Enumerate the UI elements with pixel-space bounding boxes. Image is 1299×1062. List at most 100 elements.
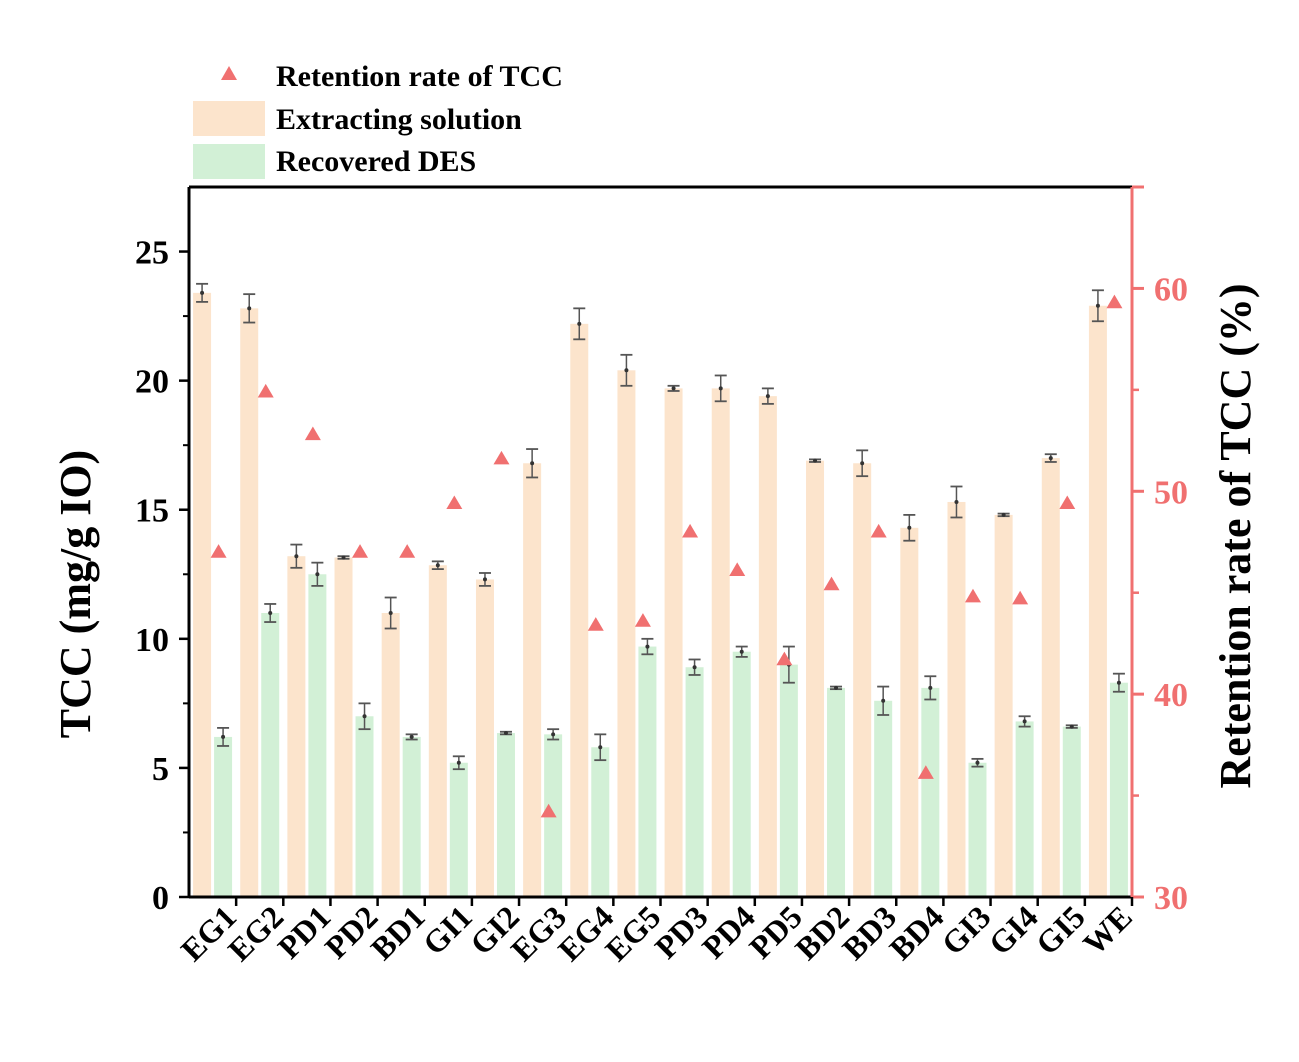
retention-point	[257, 383, 274, 398]
extracting-bar	[664, 388, 683, 897]
mean-dot	[813, 458, 818, 463]
mean-dot	[362, 714, 367, 719]
recovered-bar	[685, 667, 704, 897]
mean-dot	[645, 644, 650, 649]
legend: Retention rate of TCC Extracting solution…	[193, 60, 563, 179]
extracting-errorbar	[478, 572, 491, 587]
extracting-bar	[381, 613, 400, 897]
extracting-bar	[334, 557, 353, 897]
recovered-bar	[638, 646, 657, 897]
recovered-errorbar	[735, 645, 748, 658]
retention-point	[870, 523, 887, 538]
extracting-bar	[523, 463, 542, 897]
recovered-errorbar	[1018, 715, 1031, 728]
y-axis-title: TCC (mg/g IO)	[51, 450, 100, 738]
extracting-bar	[287, 556, 306, 897]
mean-dot	[247, 306, 252, 311]
recovered-bar	[732, 651, 751, 897]
mean-dot	[530, 461, 535, 466]
y-tick-label: 25	[135, 235, 169, 272]
recovered-errorbar	[971, 757, 984, 768]
y-tick-label: 15	[135, 493, 169, 530]
y2-tick-label: 60	[1154, 271, 1188, 308]
mean-dot	[294, 554, 299, 559]
mean-dot	[268, 611, 273, 615]
mean-dot	[221, 734, 226, 739]
retention-point	[1012, 590, 1029, 605]
recovered-bar	[591, 747, 610, 897]
mean-dot	[456, 760, 461, 765]
mean-dot	[315, 572, 320, 577]
retention-point	[1106, 294, 1123, 309]
extracting-errorbar	[903, 513, 916, 542]
extracting-errorbar	[761, 387, 774, 405]
y-tick-label: 10	[135, 622, 169, 659]
extracting-bar	[1088, 305, 1107, 897]
extracting-bar	[947, 501, 966, 897]
extracting-errorbar	[950, 485, 963, 519]
retention-point	[682, 523, 699, 538]
mean-dot	[860, 461, 865, 466]
recovered-bar	[921, 687, 940, 897]
y2-tick-label: 40	[1154, 677, 1188, 714]
extracting-bar	[711, 388, 730, 897]
extracting-bar	[240, 308, 259, 897]
y-tick-label: 0	[152, 880, 169, 917]
extracting-errorbar	[997, 512, 1010, 518]
extracting-bar	[617, 370, 636, 897]
mean-dot	[598, 745, 603, 750]
mean-dot	[739, 649, 744, 654]
recovered-errorbar	[358, 702, 371, 731]
extracting-bar	[570, 323, 589, 897]
mean-dot	[200, 290, 205, 295]
mean-dot	[409, 734, 414, 739]
retention-point	[587, 617, 604, 631]
extracting-errorbar	[384, 596, 397, 630]
mean-dot	[671, 386, 676, 391]
mean-dot	[503, 731, 508, 736]
y-tick-label: 5	[152, 751, 169, 788]
extracting-errorbar	[431, 560, 444, 571]
retention-point	[493, 450, 510, 465]
legend-recovered-swatch	[193, 144, 265, 179]
mean-dot	[1095, 303, 1100, 308]
recovered-bar	[779, 664, 798, 897]
mean-dot	[765, 394, 770, 399]
recovered-bar	[308, 574, 327, 897]
extracting-errorbar	[337, 555, 350, 560]
mean-dot	[834, 685, 839, 690]
extracting-bar	[1041, 458, 1060, 897]
mean-dot	[718, 386, 723, 391]
mean-dot	[928, 685, 933, 690]
recovered-bar	[261, 613, 280, 897]
recovered-bar	[1109, 682, 1128, 897]
recovered-errorbar	[499, 730, 512, 736]
recovered-errorbar	[641, 637, 654, 656]
recovered-bar	[355, 716, 374, 897]
legend-retention-label: Retention rate of TCC	[276, 60, 563, 93]
retention-point	[352, 544, 369, 558]
mean-dot	[577, 321, 582, 326]
mean-dot	[388, 611, 393, 615]
legend-extracting-swatch	[193, 101, 265, 136]
extracting-bar	[475, 579, 494, 897]
recovered-bar	[1062, 726, 1081, 897]
retention-point	[823, 576, 840, 591]
extracting-errorbar	[243, 293, 256, 324]
mean-dot	[435, 563, 440, 568]
recovered-bar	[402, 736, 421, 897]
retention-point	[304, 426, 321, 441]
retention-point	[210, 544, 227, 558]
y2-axis-title: Retention rate of TCC (%)	[1211, 283, 1260, 788]
extracting-bar	[758, 396, 777, 897]
recovered-errorbar	[452, 755, 465, 771]
retention-point	[776, 651, 793, 666]
retention-point	[917, 765, 934, 779]
recovered-errorbar	[264, 603, 277, 623]
mean-dot	[1048, 456, 1053, 461]
mean-dot	[1116, 680, 1121, 685]
extracting-errorbar	[573, 307, 586, 341]
recovered-bar	[827, 687, 846, 897]
retention-point	[634, 613, 651, 627]
